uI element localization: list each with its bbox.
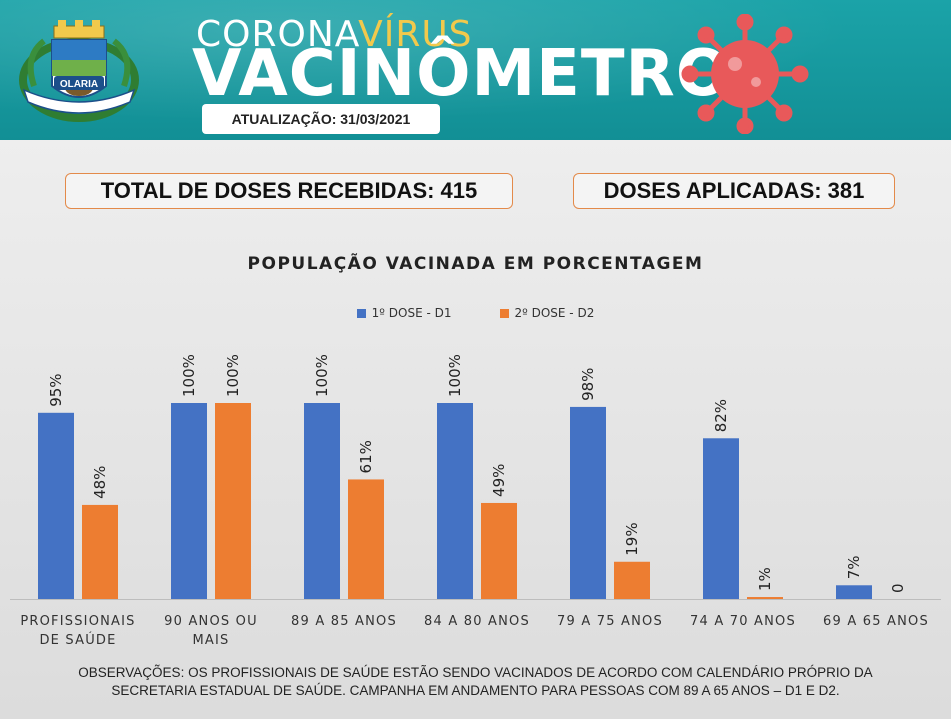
data-label-d2-4: 19% (623, 522, 641, 555)
legend-item-d2: 2º DOSE - D2 (499, 306, 595, 320)
bar-d1-0 (38, 412, 74, 599)
chart-legend: 1º DOSE - D1 2º DOSE - D2 (0, 306, 951, 320)
data-label-d1-4: 98% (579, 368, 597, 401)
coronavirus-icon (681, 14, 809, 134)
bar-d2-0 (82, 504, 118, 599)
data-label-d1-1: 100% (180, 354, 198, 397)
data-label-d2-3: 49% (490, 464, 508, 497)
svg-text:OLARIA: OLARIA (60, 79, 98, 90)
data-label-d2-1: 100% (224, 354, 242, 397)
category-label-3-0: 84 A 80 ANOS (424, 614, 530, 629)
municipal-crest-logo: OLARIA (19, 20, 139, 122)
data-label-d1-3: 100% (446, 354, 464, 397)
vacinometro-title: VACINÔMETRO (192, 37, 732, 111)
header-banner: OLARIA CORONAVÍRUS VACINÔMETRO ATUALIZAÇ… (0, 0, 951, 140)
category-label-6-0: 69 A 65 ANOS (823, 614, 929, 629)
legend-label-d1: 1º DOSE - D1 (371, 306, 452, 320)
data-label-d2-5: 1% (756, 567, 774, 591)
category-label-1-1: MAIS (193, 633, 230, 648)
bar-d1-1 (171, 403, 207, 599)
category-label-5-0: 74 A 70 ANOS (690, 614, 796, 629)
total-doses-received-box: TOTAL DE DOSES RECEBIDAS: 415 (65, 173, 513, 209)
category-label-2-0: 89 A 85 ANOS (291, 614, 397, 629)
bar-d2-3 (481, 502, 517, 599)
legend-label-d2: 2º DOSE - D2 (514, 306, 595, 320)
bar-d1-4 (570, 406, 606, 599)
data-label-d1-2: 100% (313, 354, 331, 397)
bar-d2-1 (215, 403, 251, 599)
bar-d1-2 (304, 403, 340, 599)
category-label-1-0: 90 ANOS OU (164, 614, 258, 629)
data-label-d1-6: 7% (845, 555, 863, 579)
data-label-d2-0: 48% (91, 466, 109, 499)
legend-item-d1: 1º DOSE - D1 (356, 306, 452, 320)
update-date-badge: ATUALIZAÇÃO: 31/03/2021 (202, 104, 440, 134)
bar-d1-6 (836, 585, 872, 599)
observations-note: OBSERVAÇÕES: OS PROFISSIONAIS DE SAÚDE E… (20, 664, 931, 700)
category-label-0-1: DE SAÚDE (39, 632, 116, 648)
legend-swatch-d1 (356, 308, 366, 318)
data-label-d2-6: 0 (889, 583, 907, 593)
data-label-d1-5: 82% (712, 399, 730, 432)
category-label-0-0: PROFISSIONAIS (20, 614, 135, 629)
data-label-d2-2: 61% (357, 440, 375, 473)
corona-virus-heading: CORONAVÍRUS (196, 14, 473, 55)
bar-d2-4 (614, 561, 650, 599)
bar-d1-3 (437, 403, 473, 599)
bar-chart: 95% 48% PROFISSIONAIS DE SAÚDE 100% 100% 90 AN… (10, 354, 941, 648)
data-label-d1-0: 95% (47, 373, 65, 406)
observations-line-1: OBSERVAÇÕES: OS PROFISSIONAIS DE SAÚDE E… (78, 665, 873, 680)
bar-d2-2 (348, 479, 384, 599)
doses-applied-box: DOSES APLICADAS: 381 (573, 173, 895, 209)
category-label-4-0: 79 A 75 ANOS (557, 614, 663, 629)
observations-line-2: SECRETARIA ESTADUAL DE SAÚDE. CAMPANHA E… (111, 683, 840, 698)
bar-d1-5 (703, 438, 739, 599)
chart-title: POPULAÇÃO VACINADA EM PORCENTAGEM (247, 254, 704, 274)
legend-swatch-d2 (499, 308, 509, 318)
bar-d2-5 (747, 597, 783, 599)
